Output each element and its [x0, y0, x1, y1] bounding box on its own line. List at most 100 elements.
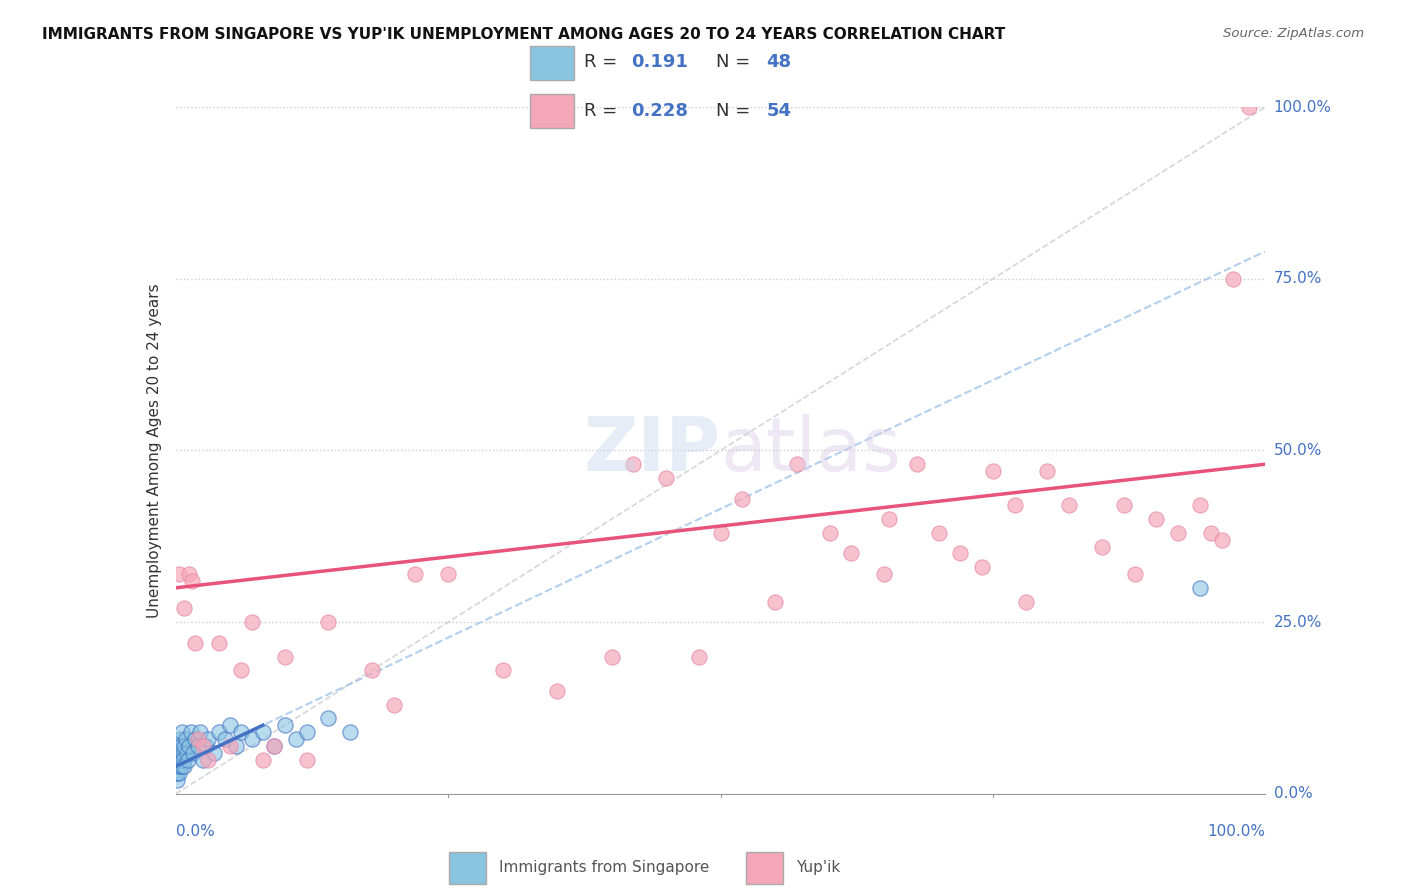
- Text: 0.0%: 0.0%: [1274, 787, 1312, 801]
- Point: [219, 739, 242, 753]
- Text: 48: 48: [766, 54, 792, 71]
- Point: [172, 753, 194, 767]
- Point: [208, 725, 231, 739]
- Point: [167, 759, 190, 773]
- Point: [905, 457, 928, 471]
- Text: atlas: atlas: [721, 414, 901, 487]
- Point: [169, 753, 191, 767]
- Point: [186, 731, 209, 746]
- Point: [186, 739, 209, 753]
- Point: [184, 636, 207, 650]
- Point: [949, 546, 972, 561]
- Point: [197, 753, 219, 767]
- Point: [181, 746, 204, 760]
- FancyBboxPatch shape: [530, 95, 574, 128]
- Point: [197, 731, 219, 746]
- Point: [169, 731, 191, 746]
- Point: [252, 753, 274, 767]
- Point: [284, 731, 307, 746]
- Point: [981, 464, 1004, 478]
- Point: [786, 457, 808, 471]
- Point: [173, 759, 195, 773]
- Point: [655, 471, 678, 485]
- Text: R =: R =: [585, 102, 623, 120]
- Text: 25.0%: 25.0%: [1274, 615, 1322, 630]
- Point: [181, 574, 204, 588]
- Point: [252, 725, 274, 739]
- Point: [165, 766, 187, 780]
- Text: R =: R =: [585, 54, 623, 71]
- Point: [167, 567, 190, 582]
- FancyBboxPatch shape: [530, 46, 574, 79]
- Point: [972, 560, 994, 574]
- Y-axis label: Unemployment Among Ages 20 to 24 years: Unemployment Among Ages 20 to 24 years: [146, 283, 162, 618]
- Point: [173, 601, 195, 615]
- Point: [1112, 499, 1135, 513]
- FancyBboxPatch shape: [747, 852, 783, 883]
- Point: [172, 746, 194, 760]
- Point: [180, 725, 202, 739]
- Point: [174, 731, 197, 746]
- Text: Immigrants from Singapore: Immigrants from Singapore: [499, 860, 709, 875]
- Point: [167, 739, 190, 753]
- Point: [214, 731, 236, 746]
- Point: [492, 663, 515, 677]
- Point: [405, 567, 427, 582]
- Point: [263, 739, 285, 753]
- Point: [382, 698, 405, 712]
- Point: [195, 739, 218, 753]
- Text: IMMIGRANTS FROM SINGAPORE VS YUP'IK UNEMPLOYMENT AMONG AGES 20 TO 24 YEARS CORRE: IMMIGRANTS FROM SINGAPORE VS YUP'IK UNEM…: [42, 27, 1005, 42]
- Point: [621, 457, 644, 471]
- Point: [170, 759, 193, 773]
- Point: [295, 725, 318, 739]
- Point: [240, 731, 263, 746]
- Text: 100.0%: 100.0%: [1274, 100, 1331, 114]
- Point: [841, 546, 863, 561]
- Point: [318, 711, 340, 725]
- Point: [873, 567, 896, 582]
- Point: [240, 615, 263, 630]
- Point: [818, 525, 841, 540]
- Point: [177, 739, 200, 753]
- Point: [176, 746, 198, 760]
- Point: [437, 567, 460, 582]
- Point: [166, 759, 188, 773]
- Point: [219, 718, 242, 732]
- Point: [169, 759, 191, 773]
- Text: 54: 54: [766, 102, 792, 120]
- Point: [1123, 567, 1146, 582]
- Text: 75.0%: 75.0%: [1274, 271, 1322, 286]
- Point: [184, 731, 207, 746]
- Point: [167, 753, 190, 767]
- Point: [177, 567, 200, 582]
- Point: [166, 753, 188, 767]
- Text: N =: N =: [716, 102, 756, 120]
- Point: [879, 512, 901, 526]
- Point: [731, 491, 754, 506]
- Text: 0.228: 0.228: [631, 102, 689, 120]
- Point: [202, 746, 225, 760]
- Point: [295, 753, 318, 767]
- Point: [1167, 525, 1189, 540]
- Point: [1059, 499, 1081, 513]
- FancyBboxPatch shape: [450, 852, 486, 883]
- Text: Source: ZipAtlas.com: Source: ZipAtlas.com: [1223, 27, 1364, 40]
- Text: 0.0%: 0.0%: [176, 824, 215, 839]
- Point: [1036, 464, 1059, 478]
- Point: [231, 725, 253, 739]
- Point: [225, 739, 247, 753]
- Point: [1146, 512, 1168, 526]
- Point: [274, 649, 297, 664]
- Point: [763, 594, 786, 608]
- Point: [167, 746, 190, 760]
- Point: [274, 718, 297, 732]
- Point: [170, 739, 193, 753]
- Point: [600, 649, 623, 664]
- Point: [166, 766, 188, 780]
- Point: [173, 739, 195, 753]
- Point: [1015, 594, 1038, 608]
- Text: 100.0%: 100.0%: [1208, 824, 1265, 839]
- Point: [208, 636, 231, 650]
- Point: [710, 525, 733, 540]
- Point: [1189, 499, 1212, 513]
